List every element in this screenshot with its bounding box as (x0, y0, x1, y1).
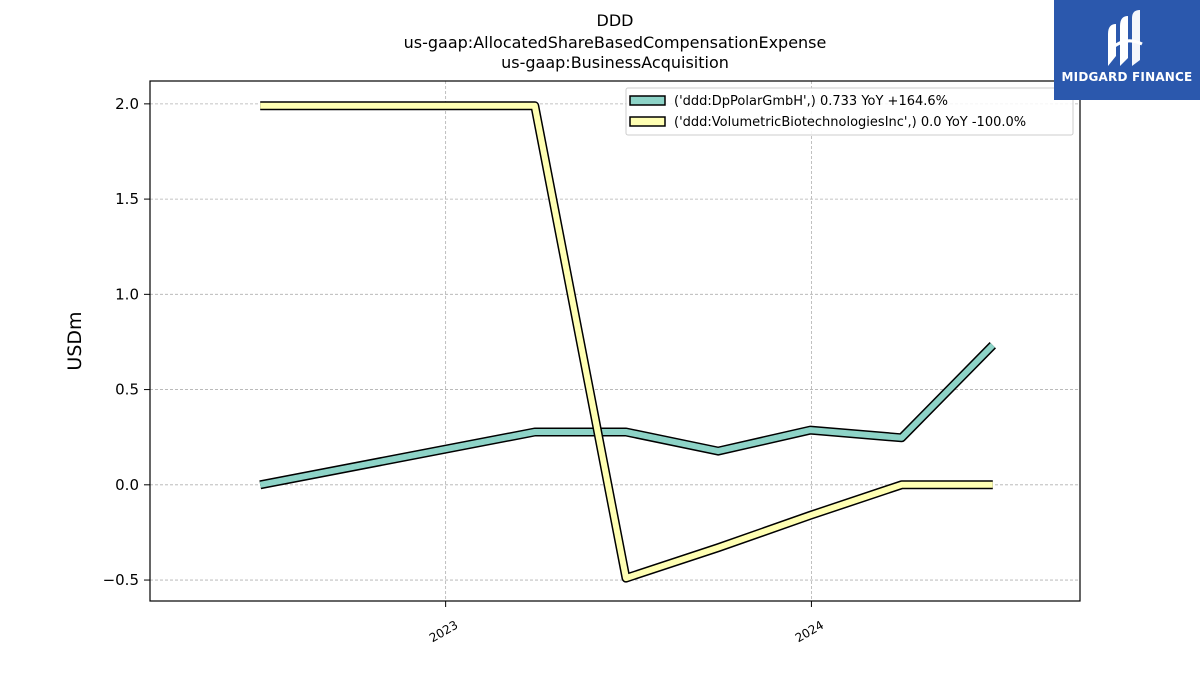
y-tick-label: −0.5 (103, 571, 139, 589)
brand-mark-icon (1108, 10, 1143, 66)
y-axis-label: USDm (64, 311, 86, 370)
y-tick-label: 0.5 (115, 381, 139, 399)
brand-logo: MIDGARD FINANCE (1054, 0, 1200, 100)
grid-lines (150, 81, 1080, 601)
x-tick-label: 2023 (427, 618, 460, 645)
legend: ('ddd:DpPolarGmbH',) 0.733 YoY +164.6% ('… (625, 87, 1074, 136)
series-0-line (259, 343, 995, 488)
x-axis: 2023 2024 (427, 601, 826, 645)
series-1-line (260, 102, 993, 582)
y-tick-label: 0.0 (115, 476, 139, 494)
y-tick-label: 1.0 (115, 285, 139, 303)
y-tick-label: 1.5 (115, 190, 139, 208)
plot-frame (149, 80, 1081, 602)
legend-box (625, 87, 1074, 136)
x-tick-label: 2024 (793, 618, 826, 645)
brand-name: MIDGARD FINANCE (1061, 70, 1193, 84)
legend-entry-1: ('ddd:VolumetricBiotechnologiesInc',) 0.… (674, 115, 1026, 130)
y-axis: 2.0 1.5 1.0 0.5 0.0 −0.5 (103, 95, 150, 589)
legend-swatch-0 (629, 95, 666, 106)
chart-title-line-2: us-gaap:AllocatedShareBasedCompensationE… (404, 33, 827, 52)
chart-title-line-1: DDD (597, 11, 634, 30)
legend-entry-0: ('ddd:DpPolarGmbH',) 0.733 YoY +164.6% (674, 94, 948, 109)
series-layer (259, 101, 997, 583)
chart-title-line-3: us-gaap:BusinessAcquisition (501, 53, 729, 72)
chart-title: DDD us-gaap:AllocatedShareBasedCompensat… (404, 11, 827, 72)
legend-swatch-1 (629, 116, 666, 127)
y-tick-label: 2.0 (115, 95, 139, 113)
series-1-outline (260, 101, 993, 583)
